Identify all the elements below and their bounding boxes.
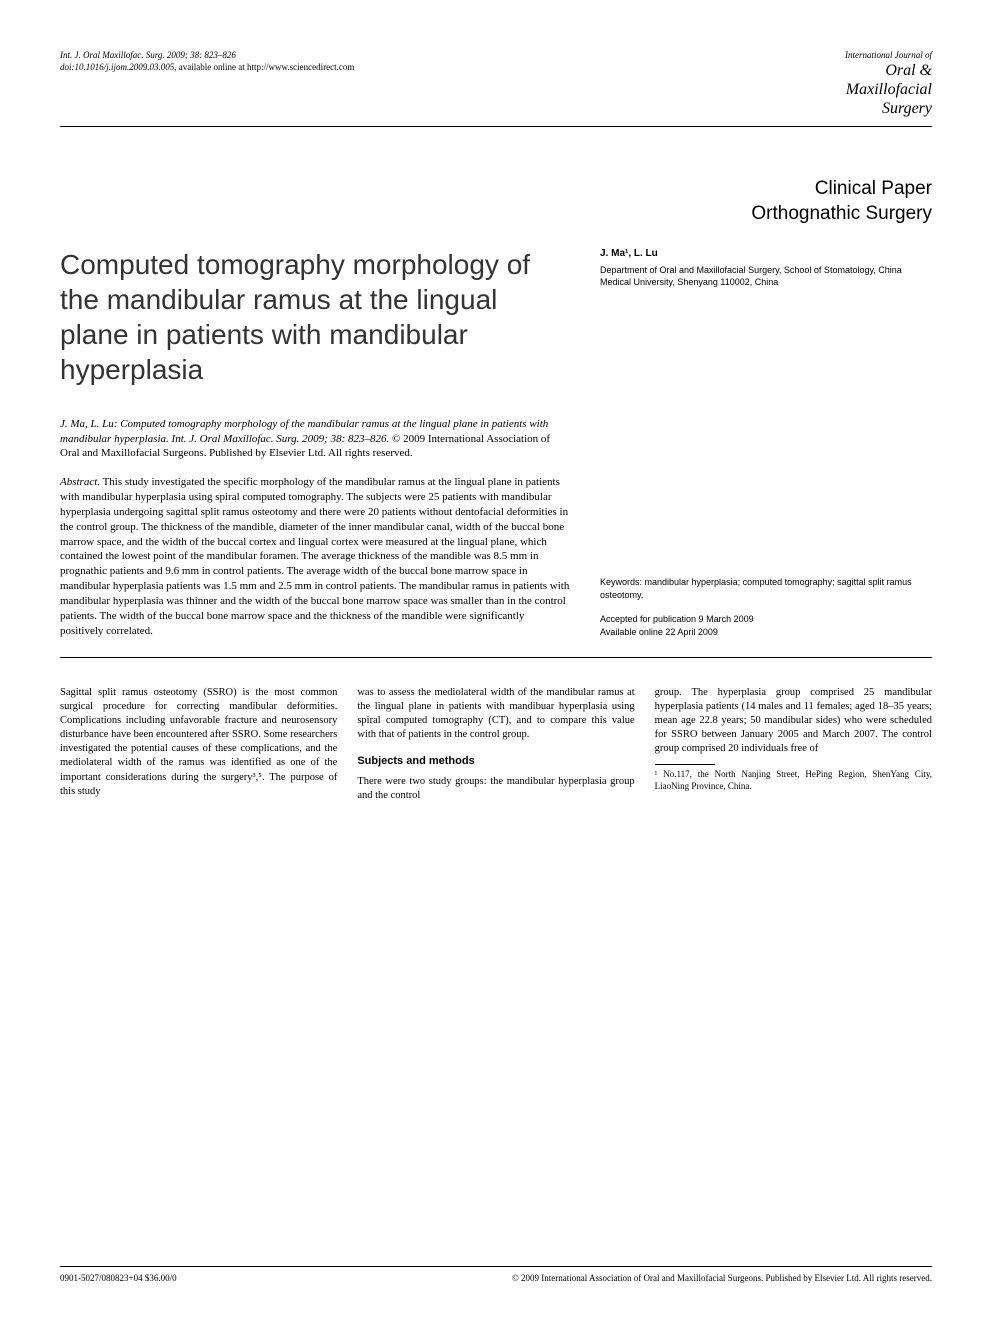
abstract-label: Abstract. <box>60 476 100 488</box>
accepted-date: Accepted for publication 9 March 2009 <box>600 613 932 626</box>
title-row: Computed tomography morphology of the ma… <box>60 247 932 387</box>
abstract-text: This study investigated the specific mor… <box>60 476 569 636</box>
header-row: Int. J. Oral Maxillofac. Surg. 2009; 38:… <box>60 50 932 118</box>
doi-rest: available online at http://www.sciencedi… <box>179 62 355 72</box>
citation-line1: Int. J. Oral Maxillofac. Surg. 2009; 38:… <box>60 50 354 62</box>
paper-field: Orthognathic Surgery <box>60 202 932 227</box>
online-date: Available online 22 April 2009 <box>600 626 932 639</box>
footnote: ¹ No.117, the North Nanjing Street, HePi… <box>655 769 932 792</box>
authors-block: J. Ma¹, L. Lu Department of Oral and Max… <box>600 247 932 387</box>
logo-line1: International Journal of <box>845 50 932 61</box>
citation-line2: doi:10.1016/j.ijom.2009.03.005, availabl… <box>60 62 354 74</box>
footer-left: 0901-5027/080823+04 $36.00/0 <box>60 1273 177 1283</box>
page-footer: 0901-5027/080823+04 $36.00/0 © 2009 Inte… <box>60 1266 932 1283</box>
body-col-1: Sagittal split ramus osteotomy (SSRO) is… <box>60 686 337 804</box>
body-columns: Sagittal split ramus osteotomy (SSRO) is… <box>60 686 932 804</box>
article-title: Computed tomography morphology of the ma… <box>60 247 570 387</box>
col3-para: group. The hyperplasia group comprised 2… <box>655 686 932 757</box>
col1-para: Sagittal split ramus osteotomy (SSRO) is… <box>60 686 337 799</box>
body-col-2: was to assess the mediolateral width of … <box>357 686 634 804</box>
footer-right: © 2009 International Association of Oral… <box>512 1273 932 1283</box>
footnote-rule <box>655 764 715 765</box>
author-names: J. Ma¹, L. Lu <box>600 247 932 261</box>
col2-para-a: was to assess the mediolateral width of … <box>357 686 634 743</box>
keywords: Keywords: mandibular hyperplasia; comput… <box>600 576 932 601</box>
abstract-right: Keywords: mandibular hyperplasia; comput… <box>600 417 932 639</box>
logo-line2: Oral & <box>845 61 932 80</box>
paper-type: Clinical Paper <box>60 177 932 202</box>
abstract-left: J. Ma, L. Lu: Computed tomography morpho… <box>60 417 570 639</box>
abstract-text-block: Abstract. This study investigated the sp… <box>60 475 570 638</box>
body-divider <box>60 657 932 658</box>
author-affiliation: Department of Oral and Maxillofacial Sur… <box>600 264 932 288</box>
col2-para-b: There were two study groups: the mandibu… <box>357 775 634 803</box>
citation-block: J. Ma, L. Lu: Computed tomography morpho… <box>60 417 570 462</box>
body-col-3: group. The hyperplasia group comprised 2… <box>655 686 932 804</box>
journal-logo: International Journal of Oral & Maxillof… <box>845 50 932 118</box>
section-labels: Clinical Paper Orthognathic Surgery <box>60 177 932 226</box>
abstract-area: J. Ma, L. Lu: Computed tomography morpho… <box>60 417 932 639</box>
subjects-heading: Subjects and methods <box>357 754 634 769</box>
logo-line3: Maxillofacial <box>845 80 932 99</box>
header-rule <box>60 126 932 127</box>
logo-line4: Surgery <box>845 99 932 118</box>
header-citation: Int. J. Oral Maxillofac. Surg. 2009; 38:… <box>60 50 354 73</box>
doi-prefix: doi:10.1016/j.ijom.2009.03.005, <box>60 62 179 72</box>
